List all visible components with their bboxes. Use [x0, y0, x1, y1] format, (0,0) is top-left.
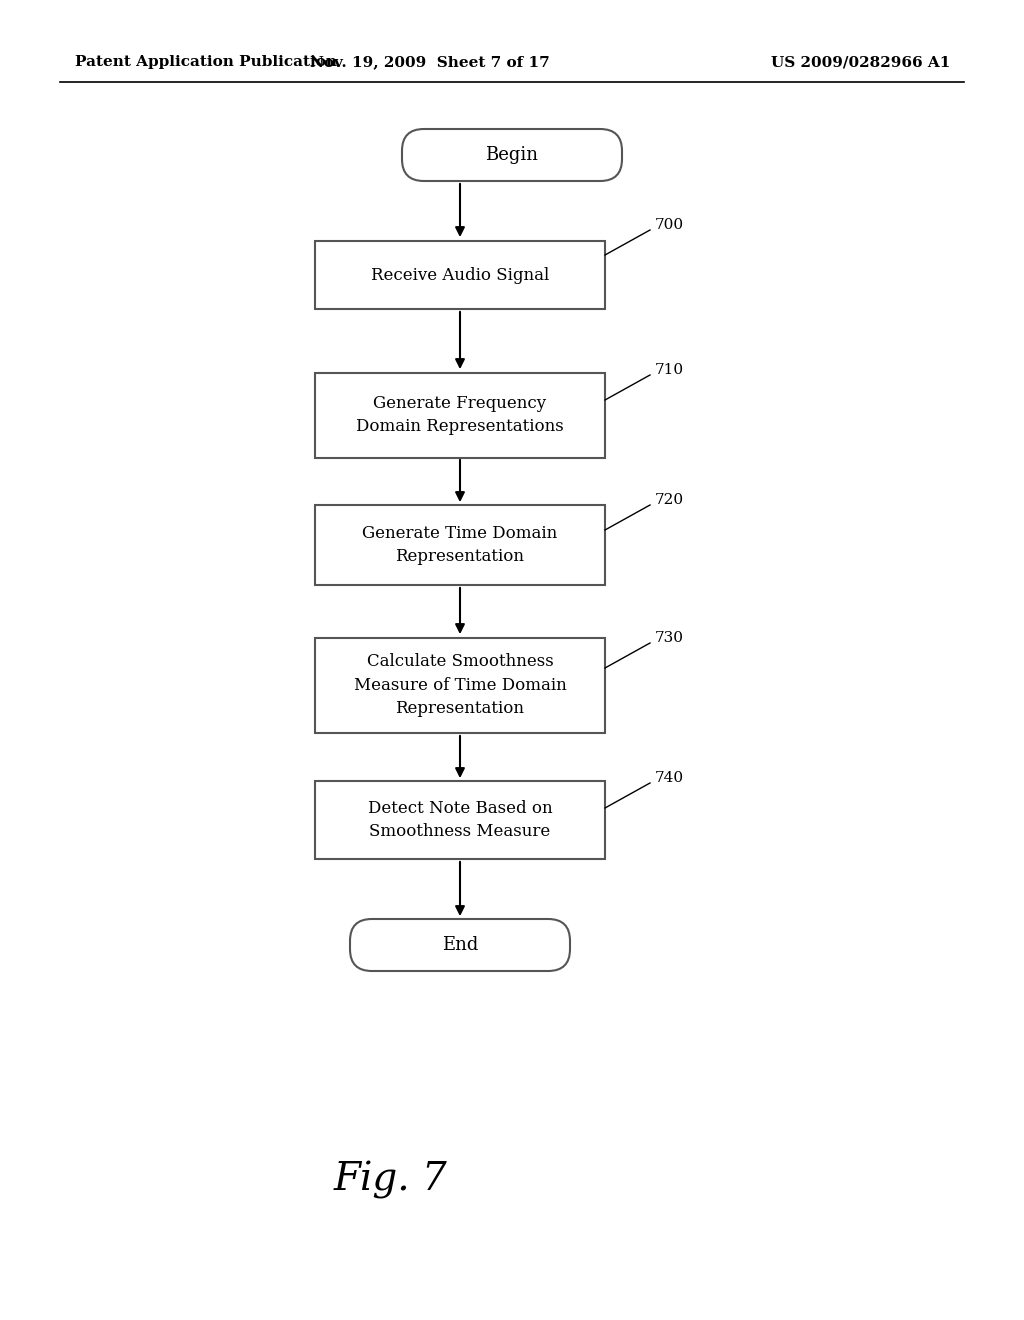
- Bar: [315, 372, 605, 458]
- Text: Detect Note Based on
Smoothness Measure: Detect Note Based on Smoothness Measure: [368, 800, 552, 841]
- Text: 730: 730: [655, 631, 684, 645]
- Text: Fig. 7: Fig. 7: [333, 1162, 446, 1199]
- Text: Receive Audio Signal: Receive Audio Signal: [371, 267, 549, 284]
- Text: Patent Application Publication: Patent Application Publication: [75, 55, 337, 69]
- Text: Generate Time Domain
Representation: Generate Time Domain Representation: [362, 525, 558, 565]
- Text: 710: 710: [655, 363, 684, 378]
- FancyBboxPatch shape: [402, 129, 622, 181]
- FancyBboxPatch shape: [350, 919, 570, 972]
- Bar: [315, 781, 605, 859]
- Bar: [315, 506, 605, 585]
- Text: End: End: [441, 936, 478, 954]
- Text: Nov. 19, 2009  Sheet 7 of 17: Nov. 19, 2009 Sheet 7 of 17: [310, 55, 550, 69]
- Bar: [315, 242, 605, 309]
- Text: US 2009/0282966 A1: US 2009/0282966 A1: [771, 55, 950, 69]
- Text: 740: 740: [655, 771, 684, 785]
- Text: Calculate Smoothness
Measure of Time Domain
Representation: Calculate Smoothness Measure of Time Dom…: [353, 653, 566, 717]
- Text: Generate Frequency
Domain Representations: Generate Frequency Domain Representation…: [356, 395, 564, 436]
- Text: 700: 700: [655, 218, 684, 232]
- Text: Begin: Begin: [485, 147, 539, 164]
- Bar: [315, 638, 605, 733]
- Text: 720: 720: [655, 492, 684, 507]
